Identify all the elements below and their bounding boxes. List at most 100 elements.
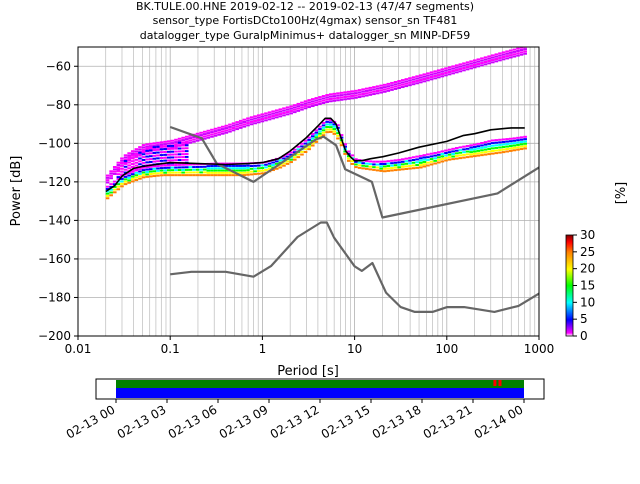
density-cell	[145, 143, 149, 146]
density-cell	[141, 171, 146, 174]
density-cell	[336, 132, 340, 135]
density-cell	[249, 167, 254, 170]
density-cell	[159, 148, 164, 151]
density-cell	[260, 115, 265, 118]
density-cell	[152, 151, 157, 154]
density-cell	[523, 142, 527, 145]
density-cell	[238, 126, 243, 129]
density-cell	[192, 168, 196, 171]
density-cell	[141, 176, 146, 179]
density-cell	[483, 151, 488, 154]
density-cell	[314, 97, 319, 100]
density-cell	[260, 118, 265, 121]
density-cell	[163, 166, 167, 169]
density-cell	[505, 52, 509, 55]
density-cell	[231, 129, 236, 132]
density-cell	[217, 129, 221, 132]
density-cell	[368, 91, 373, 94]
density-cell	[433, 151, 437, 154]
density-cell	[112, 183, 117, 186]
density-cell	[249, 120, 254, 123]
density-cell	[397, 80, 401, 83]
density-cell	[192, 171, 196, 174]
density-cell	[440, 68, 445, 71]
density-cell	[339, 91, 344, 94]
density-cell	[184, 163, 189, 166]
density-cell	[123, 165, 128, 168]
density-cell	[228, 171, 232, 174]
density-cell	[487, 62, 491, 65]
density-cell	[246, 122, 250, 125]
density-cell	[400, 83, 405, 86]
density-cell	[476, 58, 481, 61]
density-cell	[472, 155, 477, 158]
density-cell	[170, 174, 175, 177]
density-cell	[174, 144, 178, 147]
density-cell	[145, 155, 149, 158]
density-cell	[422, 73, 427, 76]
density-cell	[422, 75, 427, 78]
density-cell	[238, 169, 243, 172]
density-cell	[213, 127, 218, 130]
density-cell	[451, 65, 455, 68]
density-cell	[123, 168, 128, 171]
density-cell	[170, 166, 175, 169]
density-cell	[152, 175, 157, 178]
density-cell	[156, 157, 160, 160]
density-cell	[289, 153, 293, 156]
y-tick-label: −160	[38, 252, 71, 266]
density-cell	[138, 175, 142, 178]
density-cell	[264, 117, 268, 120]
density-cell	[134, 155, 139, 158]
density-cell	[404, 157, 409, 160]
density-cell	[307, 101, 311, 104]
density-cell	[123, 175, 128, 178]
y-tick-label: −100	[38, 136, 71, 150]
density-cell	[253, 115, 257, 118]
density-cell	[109, 185, 113, 188]
density-cell	[235, 164, 239, 167]
density-cell	[372, 163, 376, 166]
density-cell	[318, 128, 322, 131]
density-cell	[451, 70, 455, 73]
density-cell	[300, 103, 304, 106]
density-cell	[444, 156, 448, 159]
density-cell	[296, 153, 301, 156]
density-cell	[390, 88, 394, 91]
density-cell	[246, 117, 250, 120]
density-cell	[105, 185, 110, 188]
density-cell	[134, 150, 139, 153]
density-cell	[210, 133, 214, 136]
density-cell	[404, 85, 409, 88]
density-cell	[476, 60, 481, 63]
density-cell	[170, 169, 175, 172]
density-cell	[292, 111, 297, 114]
coverage-bars	[116, 380, 524, 398]
density-cell	[476, 142, 481, 145]
density-cell	[177, 159, 182, 162]
density-cell	[130, 150, 135, 153]
density-cell	[156, 144, 160, 147]
density-cell	[307, 99, 311, 102]
density-cell	[174, 164, 178, 167]
density-cell	[483, 153, 488, 156]
density-cell	[328, 95, 333, 98]
density-cell	[516, 52, 520, 55]
density-cell	[343, 143, 347, 146]
density-cell	[447, 71, 452, 74]
density-cell	[116, 185, 121, 188]
density-cell	[379, 165, 383, 168]
density-cell	[181, 168, 185, 171]
density-cell	[199, 171, 203, 174]
density-cell	[210, 131, 214, 134]
density-cell	[296, 148, 301, 151]
density-cell	[490, 61, 495, 64]
density-cell	[177, 156, 182, 159]
density-cell	[213, 134, 218, 137]
density-cell	[195, 168, 200, 171]
density-cell	[159, 145, 164, 148]
density-cell	[336, 137, 340, 140]
density-cell	[400, 168, 405, 171]
density-cell	[256, 172, 261, 175]
